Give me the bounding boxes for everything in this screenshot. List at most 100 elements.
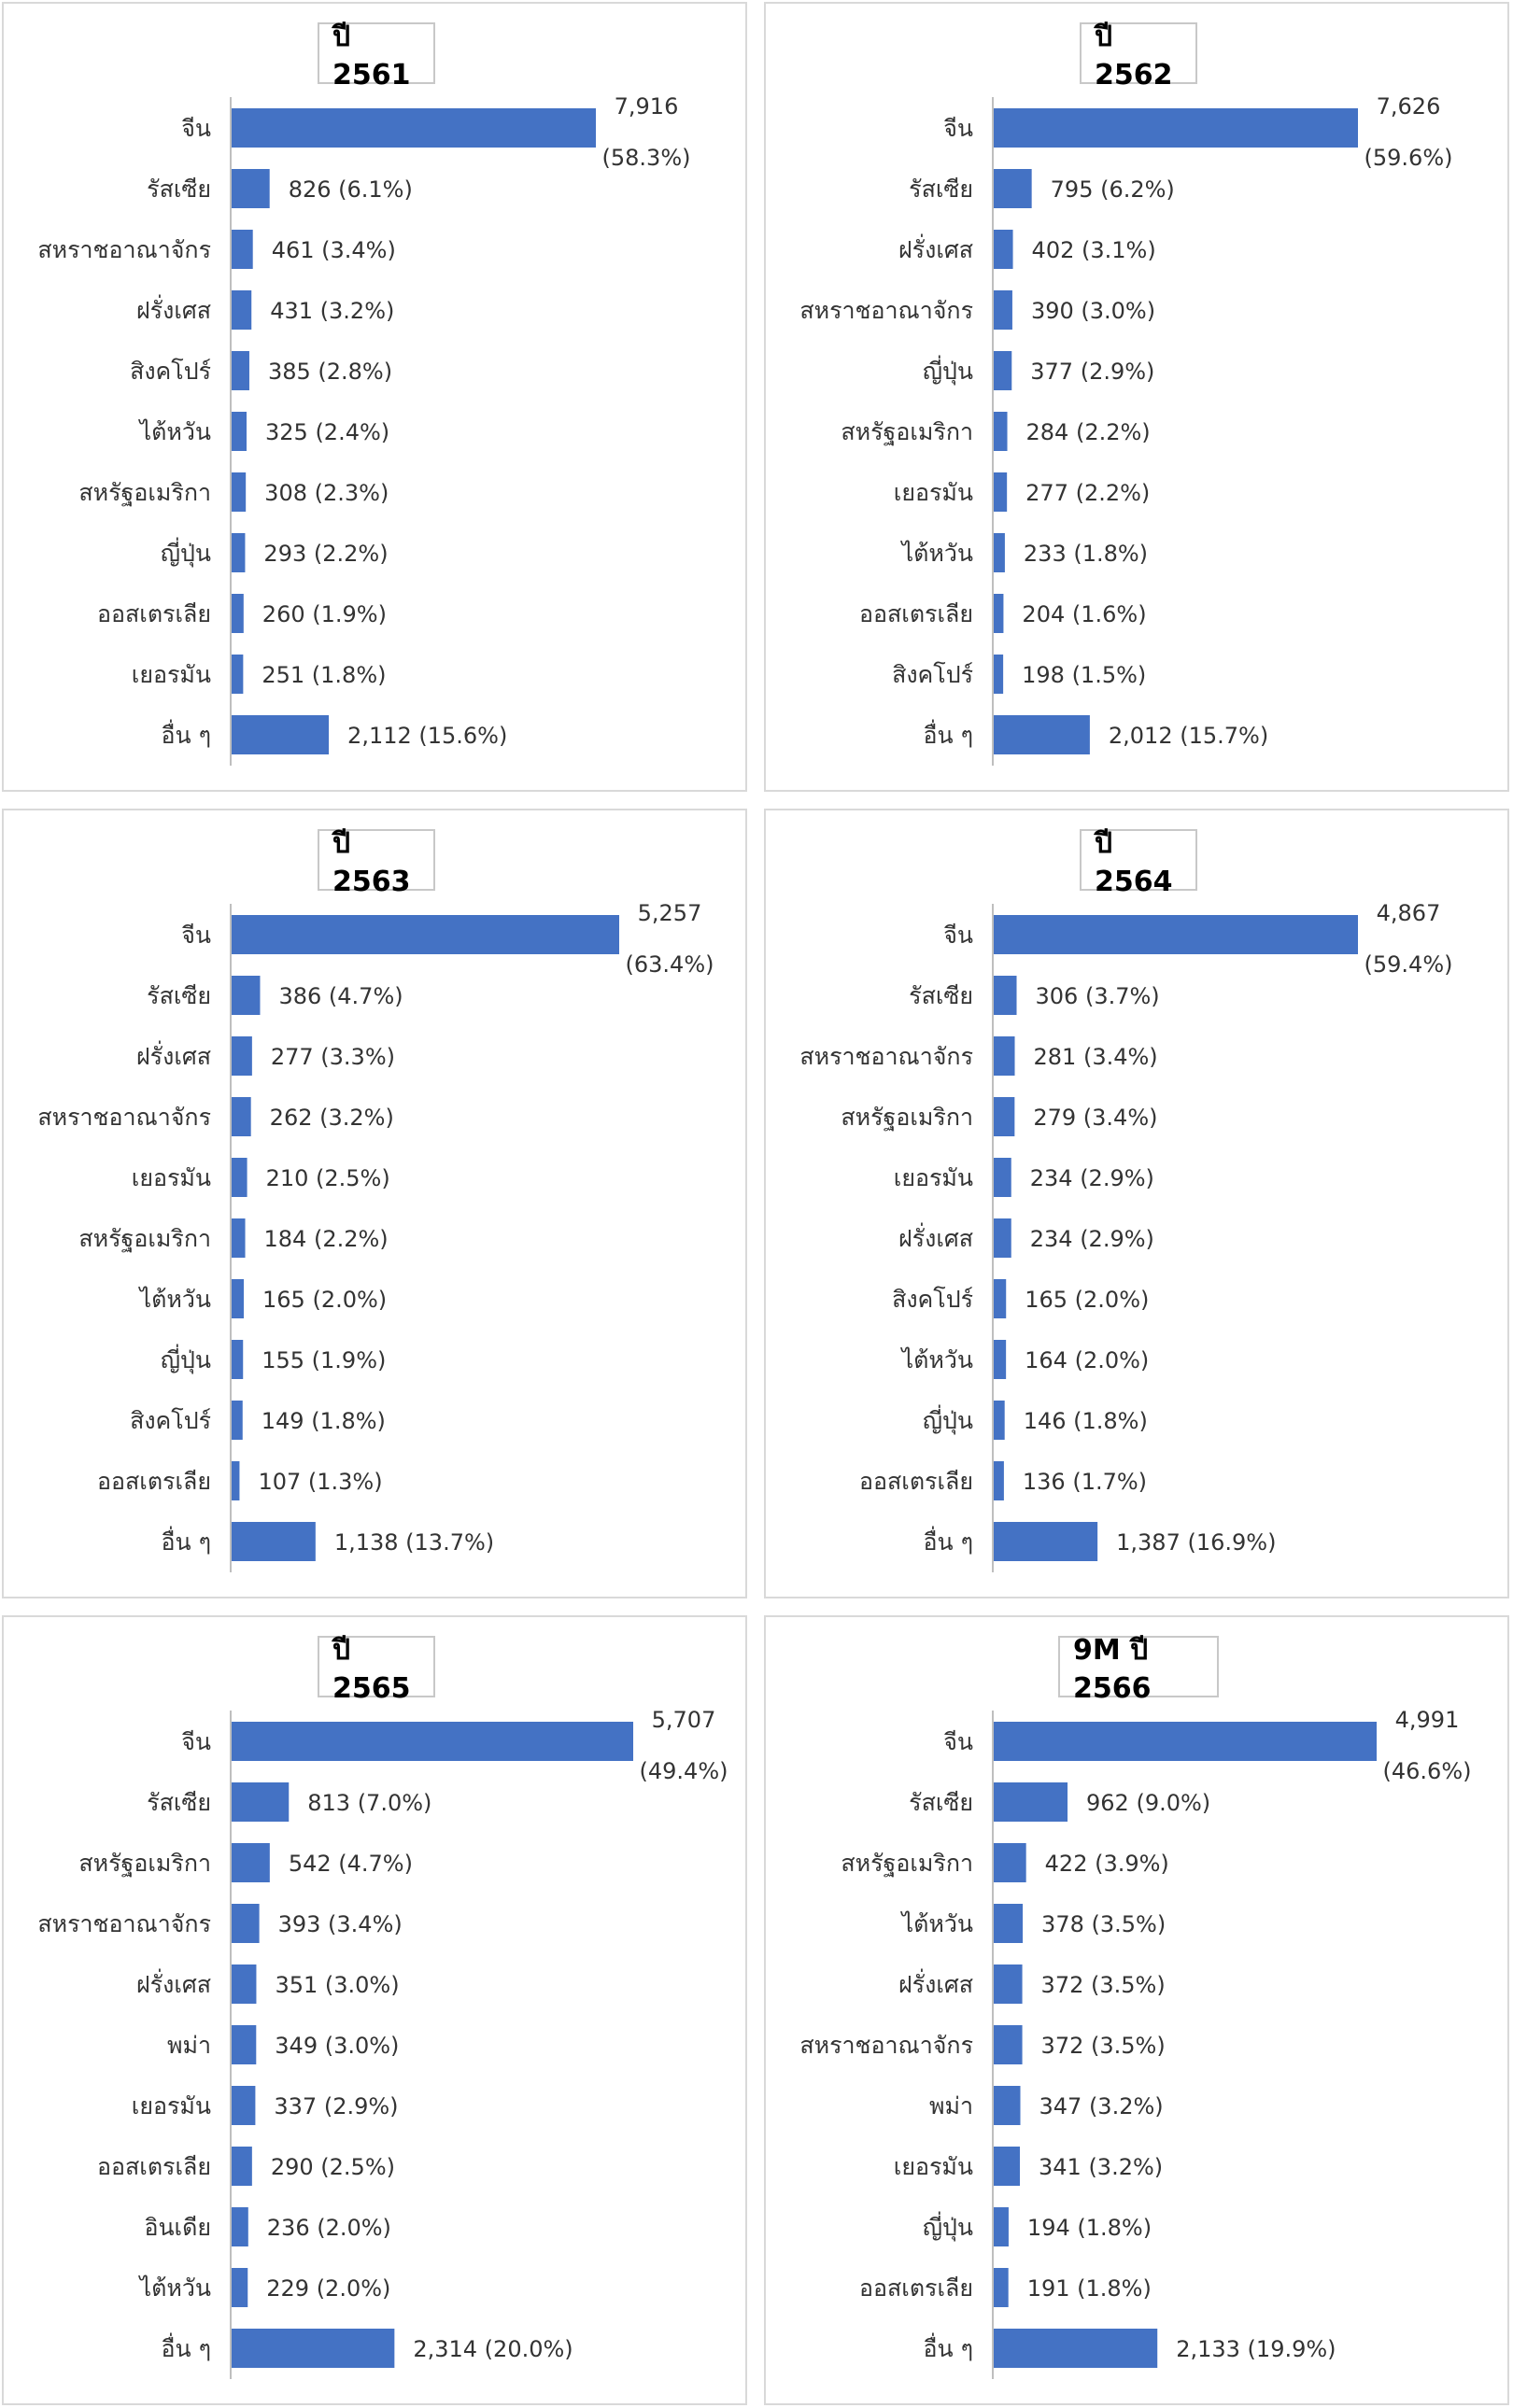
category-label: อื่น ๆ [924, 2332, 973, 2362]
category-label: ฝรั่งเศส [898, 1968, 973, 1998]
data-label: 194 (1.8%) [1027, 2215, 1152, 2241]
category-label: ญี่ปุ่น [923, 1404, 973, 1435]
bar [994, 2025, 1023, 2064]
data-label: 165 (2.0%) [1025, 1287, 1149, 1313]
bar [994, 2207, 1009, 2246]
bar [232, 1401, 243, 1440]
data-label: 2,314 (20.0%) [413, 2336, 573, 2362]
chart-title: ปี 2562 [1080, 21, 1197, 92]
bar [232, 1158, 247, 1197]
category-label: จีน [181, 115, 211, 142]
category-label: อื่น ๆ [924, 719, 973, 749]
category-label: จีน [943, 1728, 973, 1755]
category-label: ไต้หวัน [138, 1286, 211, 1313]
data-label: 431 (3.2%) [270, 298, 394, 324]
category-label: ออสเตรเลีย [97, 1468, 211, 1495]
data-label: 351 (3.0%) [275, 1972, 399, 1998]
chart-panel: ปี 2561 จีน 7,916 (58.3%) รัสเซีย 826 (6.1%) ส… [2, 2, 747, 792]
bar [994, 1036, 1015, 1076]
share-label: (46.6%) [1383, 1758, 1472, 1784]
category-label: สหรัฐอเมริกา [78, 479, 211, 506]
bar [232, 2268, 248, 2307]
data-label: 378 (3.5%) [1041, 1911, 1166, 1937]
data-label: 341 (3.2%) [1039, 2154, 1163, 2180]
bar [994, 1782, 1068, 1822]
category-label: ฝรั่งเศส [898, 233, 973, 263]
data-label: 191 (1.8%) [1027, 2275, 1152, 2302]
bar [232, 412, 247, 451]
category-label: ไต้หวัน [138, 418, 211, 445]
bar [994, 351, 1012, 390]
category-label: สหรัฐอเมริกา [841, 1850, 973, 1877]
bar [994, 2329, 1158, 2368]
data-label: 184 (2.2%) [264, 1226, 389, 1252]
bar [232, 1097, 251, 1136]
data-label: 281 (3.4%) [1034, 1044, 1158, 1070]
category-label: ไต้หวัน [138, 2274, 211, 2302]
bar [232, 1782, 290, 1822]
data-label: 284 (2.2%) [1026, 419, 1151, 445]
bar [994, 594, 1004, 633]
category-label: สิงคโปร์ [130, 358, 211, 385]
bar [232, 655, 244, 694]
category-label: ญี่ปุ่น [923, 2211, 973, 2242]
data-label: 251 (1.8%) [262, 662, 386, 688]
category-label: สหรัฐอเมริกา [841, 418, 973, 445]
bar [232, 533, 246, 572]
bar [232, 1279, 245, 1318]
category-label: จีน [943, 115, 973, 142]
data-label: 236 (2.0%) [267, 2215, 391, 2241]
bar [232, 1340, 244, 1379]
bar [994, 1218, 1011, 1258]
bar-chart: จีน 4,867 (59.4%) รัสเซีย 306 (3.7%) สหราชอาณ… [799, 900, 1453, 1572]
share-label: (59.6%) [1365, 145, 1453, 171]
category-label: สหราชอาณาจักร [37, 1910, 211, 1937]
bar [232, 351, 249, 390]
bar [994, 2147, 1021, 2186]
category-label: เยอรมัน [894, 2153, 973, 2180]
category-label: ญี่ปุ่น [161, 1344, 211, 1374]
bar [994, 915, 1358, 954]
data-label: 262 (3.2%) [270, 1105, 394, 1131]
data-label: 165 (2.0%) [262, 1287, 387, 1313]
bar [232, 1722, 633, 1761]
category-label: ออสเตรเลีย [97, 600, 211, 627]
data-label: 4,991 [1395, 1707, 1460, 1733]
bar [994, 1904, 1024, 1943]
bar [232, 2147, 252, 2186]
category-label: เยอรมัน [132, 2092, 211, 2119]
chart-title: 9M ปี 2566 [1058, 1634, 1219, 1705]
category-label: ออสเตรเลีย [97, 2153, 211, 2180]
bar [994, 290, 1012, 330]
data-label: 198 (1.5%) [1022, 662, 1146, 688]
data-label: 377 (2.9%) [1030, 359, 1154, 385]
share-label: (59.4%) [1365, 951, 1453, 978]
data-label: 293 (2.2%) [263, 541, 388, 567]
bar [994, 412, 1008, 451]
bar [994, 1843, 1026, 1882]
bar [232, 2086, 256, 2125]
share-label: (49.4%) [640, 1758, 728, 1784]
category-label: พม่า [167, 2032, 211, 2059]
category-label: เยอรมัน [132, 1164, 211, 1191]
data-label: 813 (7.0%) [307, 1790, 431, 1816]
category-label: ฝรั่งเศส [898, 1222, 973, 1252]
category-label: จีน [943, 922, 973, 949]
data-label: 337 (2.9%) [274, 2093, 398, 2119]
bar [994, 533, 1005, 572]
bar [232, 2207, 248, 2246]
bar [994, 1722, 1377, 1761]
category-label: พม่า [929, 2092, 973, 2119]
share-label: (58.3%) [602, 145, 691, 171]
data-label: 277 (3.3%) [271, 1044, 395, 1070]
category-label: ออสเตรเลีย [859, 600, 973, 627]
bar [232, 230, 253, 269]
bar [994, 2086, 1021, 2125]
category-label: สหราชอาณาจักร [37, 236, 211, 263]
bar [232, 2329, 395, 2368]
data-label: 402 (3.1%) [1032, 237, 1156, 263]
category-label: สหรัฐอเมริกา [78, 1850, 211, 1877]
data-label: 164 (2.0%) [1025, 1347, 1149, 1373]
data-label: 234 (2.9%) [1030, 1165, 1154, 1191]
data-label: 107 (1.3%) [258, 1469, 382, 1495]
